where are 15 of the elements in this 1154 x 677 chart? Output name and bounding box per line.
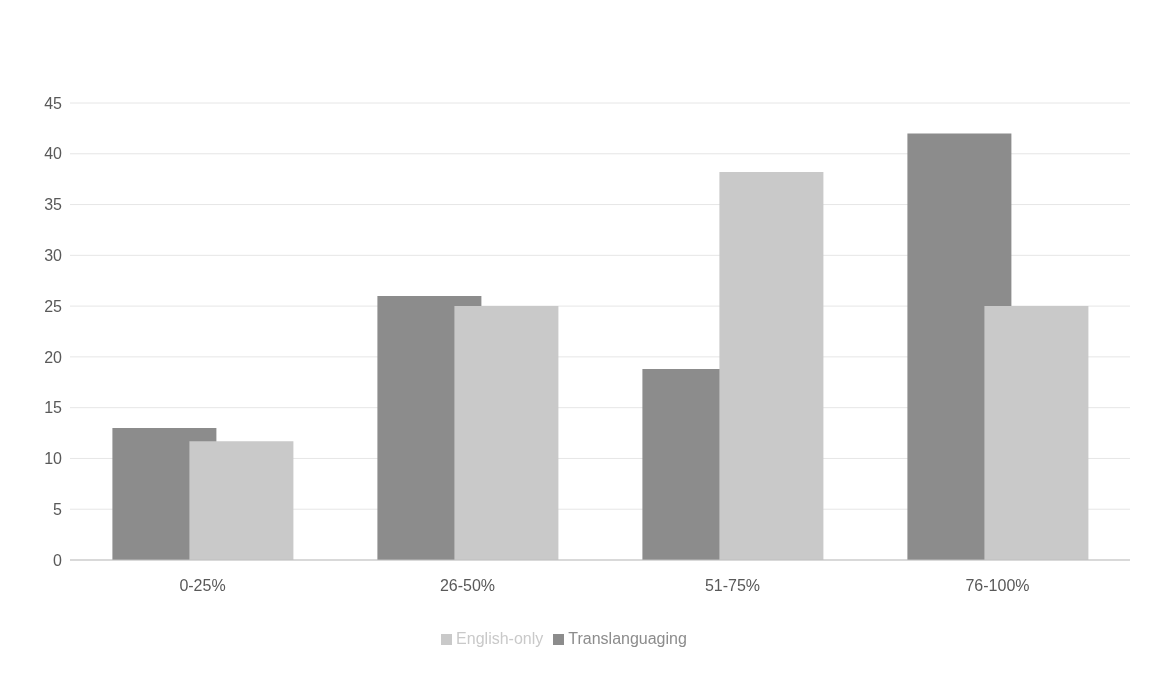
- y-tick-label: 20: [44, 348, 63, 366]
- y-tick-label: 5: [53, 500, 63, 518]
- x-tick-label: 76-100%: [965, 577, 1030, 595]
- x-tick-label: 0-25%: [179, 577, 226, 595]
- y-tick-label: 0: [53, 551, 63, 569]
- y-tick-label: 15: [44, 399, 63, 417]
- x-tick-label: 51-75%: [704, 577, 761, 595]
- y-tick-label: 30: [44, 247, 63, 265]
- y-tick-label: 25: [44, 297, 63, 315]
- y-tick-label: 40: [44, 145, 63, 163]
- y-tick-label: 35: [44, 196, 63, 214]
- legend-label: Translanguaging: [568, 630, 687, 647]
- x-tick-label: 26-50%: [439, 577, 496, 595]
- y-tick-label: 45: [44, 94, 63, 112]
- y-tick-label: 10: [44, 450, 63, 468]
